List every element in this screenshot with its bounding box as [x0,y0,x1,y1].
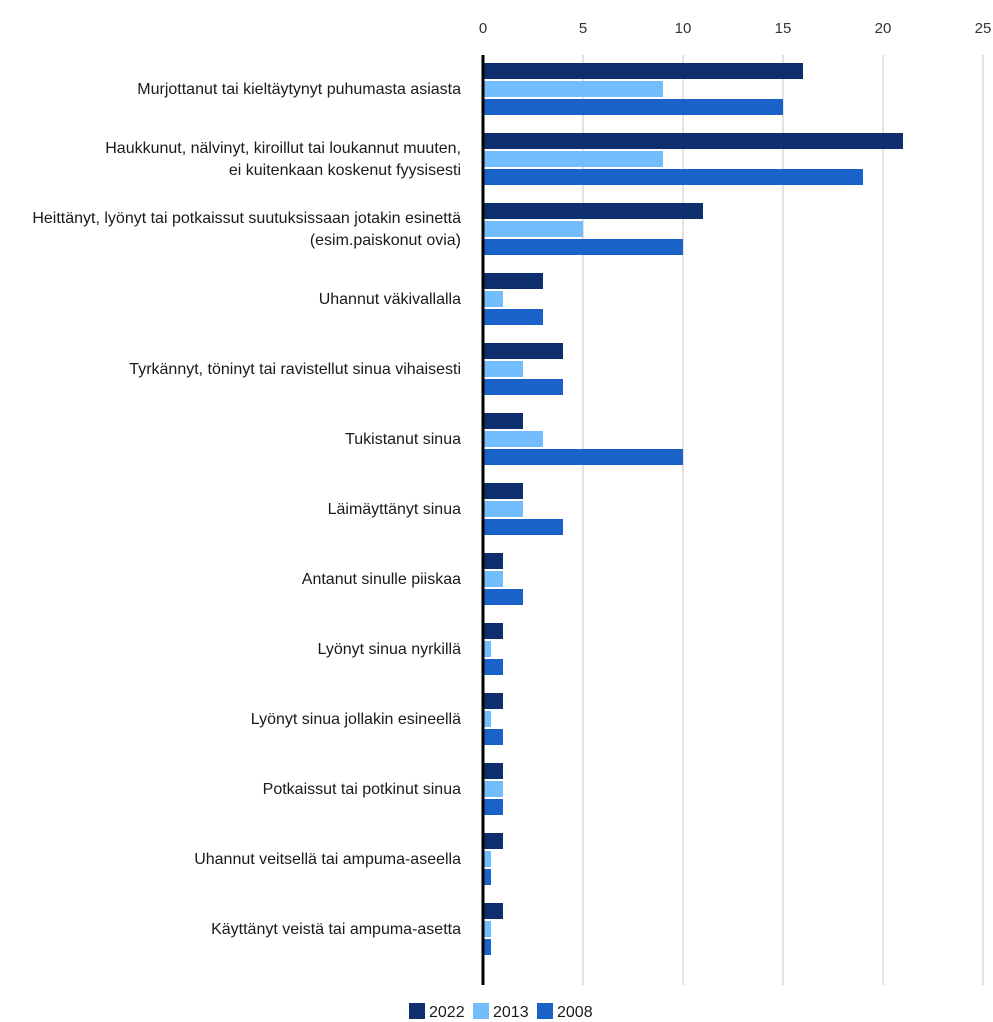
bar-2008 [483,939,491,955]
bar-2013 [483,291,503,307]
bar-2008 [483,449,683,465]
bars [483,63,903,955]
bar-2013 [483,781,503,797]
bar-2008 [483,589,523,605]
bar-2008 [483,309,543,325]
category-label: Lyönyt sinua nyrkillä [318,641,462,658]
category-label: Potkaissut tai potkinut sinua [263,781,461,798]
bar-2008 [483,799,503,815]
x-axis-ticks: 0 5 10 15 20 25 [479,20,992,37]
bar-2013 [483,921,491,937]
x-tick-label: 15 [775,20,792,37]
x-tick-label: 10 [675,20,692,37]
gridlines [582,55,984,985]
legend: 2022 2013 2008 [409,1003,593,1021]
legend-label: 2013 [493,1004,529,1021]
category-label: Murjottanut tai kieltäytynyt puhumasta a… [137,81,461,98]
category-label: Käyttänyt veistä tai ampuma-asetta [211,921,461,938]
bar-2022 [483,833,503,849]
bar-2008 [483,169,863,185]
bar-2022 [483,63,803,79]
category-label: Haukkunut, nälvinyt, kiroillut tai louka… [105,140,461,157]
category-label: Heittänyt, lyönyt tai potkaissut suutuks… [32,210,461,227]
category-label: (esim.paiskonut ovia) [310,232,461,249]
legend-swatch-2013 [473,1003,489,1019]
legend-swatch-2022 [409,1003,425,1019]
bar-2022 [483,623,503,639]
legend-swatch-2008 [537,1003,553,1019]
bar-2022 [483,763,503,779]
bar-2022 [483,343,563,359]
bar-2008 [483,99,783,115]
category-label: Uhannut veitsellä tai ampuma-aseella [194,851,461,868]
bar-2008 [483,659,503,675]
bar-2013 [483,431,543,447]
legend-label: 2008 [557,1004,593,1021]
bar-2022 [483,273,543,289]
bar-2022 [483,693,503,709]
bar-2013 [483,361,523,377]
x-tick-label: 5 [579,20,587,37]
bar-2013 [483,151,663,167]
x-tick-label: 0 [479,20,487,37]
x-tick-label: 20 [875,20,892,37]
category-label: Uhannut väkivallalla [319,291,461,308]
bar-2008 [483,519,563,535]
bar-2013 [483,501,523,517]
bar-2022 [483,903,503,919]
bar-2022 [483,483,523,499]
category-label: Antanut sinulle piiskaa [302,571,461,588]
bar-2013 [483,851,491,867]
bar-2008 [483,379,563,395]
bar-2013 [483,711,491,727]
bar-2008 [483,239,683,255]
category-label: Tukistanut sinua [345,431,461,448]
bar-2022 [483,553,503,569]
x-tick-label: 25 [975,20,992,37]
bar-2013 [483,571,503,587]
category-labels: Murjottanut tai kieltäytynyt puhumasta a… [32,81,461,938]
bar-2022 [483,413,523,429]
bar-2008 [483,869,491,885]
bar-2013 [483,81,663,97]
bar-2008 [483,729,503,745]
bar-2022 [483,203,703,219]
category-label: Lyönyt sinua jollakin esineellä [251,711,461,728]
category-label: Läimäyttänyt sinua [328,501,462,518]
legend-label: 2022 [429,1004,465,1021]
bar-2013 [483,641,491,657]
bar-2022 [483,133,903,149]
category-label: Tyrkännyt, töninyt tai ravistellut sinua… [129,361,461,378]
category-label: ei kuitenkaan koskenut fyysisesti [229,162,461,179]
bar-2013 [483,221,583,237]
